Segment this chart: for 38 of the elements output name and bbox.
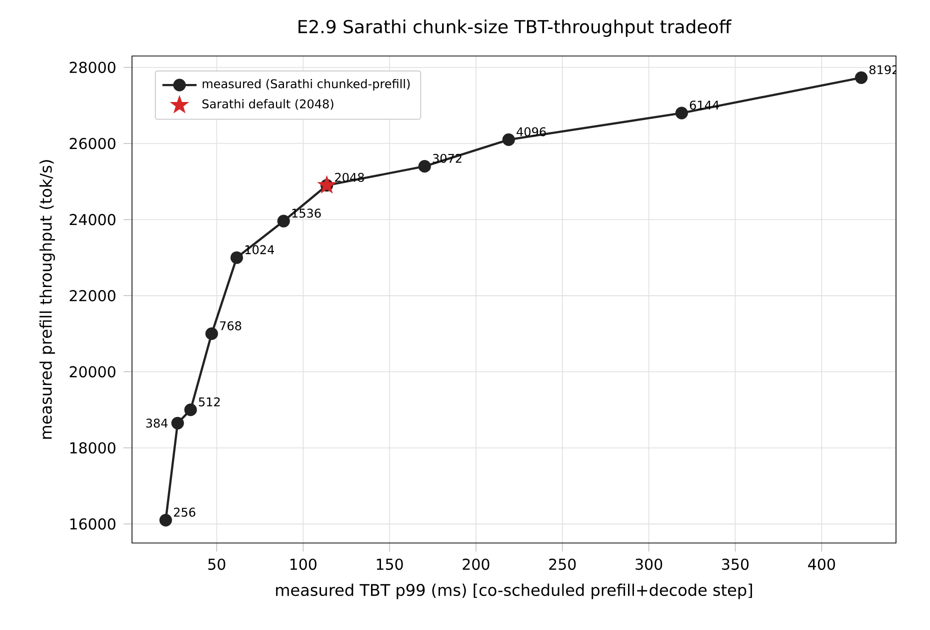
y-tick-label: 24000 <box>70 214 116 226</box>
legend-label: Sarathi default (2048) <box>202 99 334 110</box>
y-axis-title: measured prefill throughput (tok/s) <box>39 160 55 439</box>
point <box>171 416 184 430</box>
annotation: 768 <box>220 321 242 330</box>
x-tick-label: 200 <box>462 558 490 570</box>
y-tick-label: 28000 <box>70 62 116 74</box>
point <box>205 327 218 340</box>
x-tick-label: 150 <box>376 558 403 570</box>
point <box>675 106 688 120</box>
annotation: 2048 <box>335 172 364 182</box>
point <box>854 71 868 84</box>
y-tick-label: 20000 <box>70 366 116 378</box>
y-tick-label: 18000 <box>70 442 116 454</box>
point <box>418 160 431 173</box>
point <box>159 514 172 526</box>
annotation: 384 <box>146 418 168 428</box>
y-tick-label: 16000 <box>70 518 116 530</box>
annotation: 512 <box>198 397 220 406</box>
annotation: 4096 <box>516 127 546 136</box>
x-axis-title: measured TBT p99 (ms) [co-scheduled prefill+decode step] <box>276 584 752 600</box>
x-tick-label: 50 <box>208 558 226 570</box>
point <box>230 251 244 264</box>
x-tick-label: 350 <box>722 558 749 570</box>
y-tick-label: 22000 <box>70 290 116 302</box>
point <box>184 404 197 416</box>
x-tick-label: 400 <box>808 558 835 570</box>
annotation: 256 <box>174 508 196 517</box>
chart-title: E2.9 Sarathi chunk-size TBT-throughput tradeoff <box>298 20 732 37</box>
point <box>502 133 515 146</box>
x-tick-label: 100 <box>290 558 316 570</box>
point <box>318 176 336 194</box>
x-tick-label: 250 <box>549 558 576 570</box>
legend-label: measured (Sarathi chunked-prefill) <box>202 78 410 91</box>
annotation: 6144 <box>690 100 719 110</box>
x-tick-label: 300 <box>636 558 662 570</box>
y-tick-label: 26000 <box>70 138 116 150</box>
point <box>277 214 290 228</box>
